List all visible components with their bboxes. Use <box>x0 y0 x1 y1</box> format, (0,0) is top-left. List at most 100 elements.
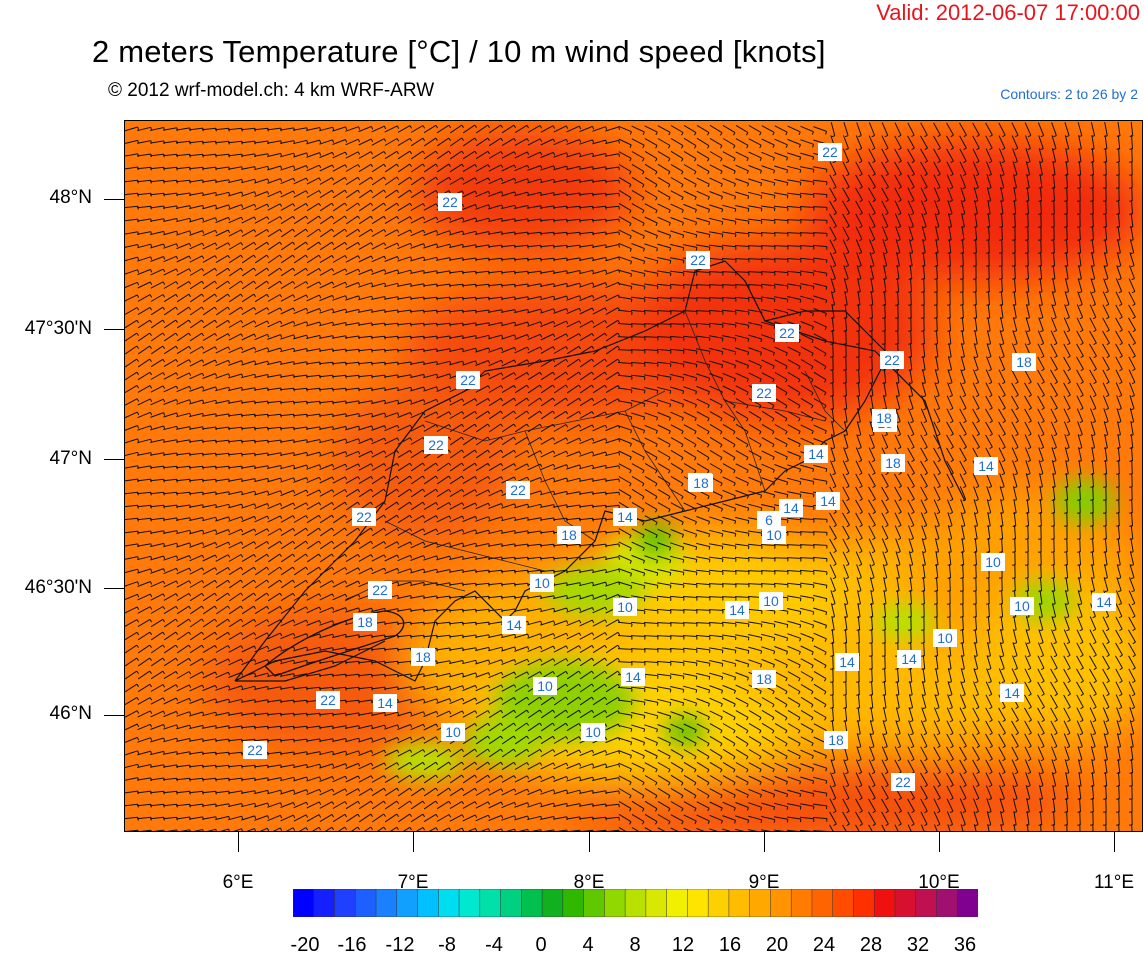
contour-label: 14 <box>506 617 522 633</box>
contour-label: 18 <box>885 455 901 471</box>
contour-label-box <box>411 648 435 666</box>
colorbar-swatch <box>645 889 668 917</box>
colorbar-boxes <box>293 889 978 917</box>
map-canvas: 22 22 22 22 22 22 22 22 22 22 22 22 22 22 18 18 18 18 18 18… <box>125 121 1142 831</box>
contour-label: 22 <box>320 692 336 708</box>
colorbar-label: 36 <box>953 934 977 956</box>
contour-label-box <box>441 723 465 741</box>
lon-label-10e: 10°E <box>918 872 960 893</box>
contour-label-box <box>835 653 859 671</box>
contour-label: 18 <box>357 614 373 630</box>
colorbar-label: 28 <box>859 934 883 956</box>
lon-tick <box>939 832 940 852</box>
contour-label-box <box>880 351 904 369</box>
colorbar-label: 24 <box>812 934 836 956</box>
contour-label: 18 <box>1016 354 1032 370</box>
colorbar-swatch <box>728 889 751 917</box>
contour-label-box <box>506 481 530 499</box>
lat-tick <box>104 715 124 716</box>
colorbar-swatch <box>853 889 875 917</box>
colorbar-swatch <box>770 889 792 917</box>
contour-label: 14 <box>625 669 641 685</box>
lon-tick <box>589 832 590 852</box>
colorbar-label: 8 <box>629 934 641 956</box>
contour-label-box <box>686 251 710 269</box>
contour-label-box <box>824 731 848 749</box>
contour-label-box <box>316 691 340 709</box>
contour-label: 14 <box>1096 594 1112 610</box>
colorbar-label: -4 <box>485 934 503 956</box>
contour-label-box <box>762 526 786 544</box>
contour-label-box <box>816 492 840 510</box>
contour-label: 22 <box>510 482 526 498</box>
colorbar-swatch <box>396 889 419 917</box>
contour-label-box <box>581 723 605 741</box>
contour-label: 22 <box>428 437 444 453</box>
contour-label-box <box>689 474 713 492</box>
contour-label: 22 <box>442 194 458 210</box>
colorbar-label: -16 <box>337 934 367 956</box>
contour-label-box <box>1010 597 1034 615</box>
lon-tick <box>764 832 765 852</box>
contour-label: 10 <box>617 599 633 615</box>
colorbar-label: 0 <box>535 934 547 956</box>
colorbar-swatch <box>438 889 460 917</box>
contour-label: 18 <box>415 649 431 665</box>
contour-label-box <box>933 629 957 647</box>
contour-label-box <box>456 371 480 389</box>
copyright-note: © 2012 wrf-model.ch: 4 km WRF-ARW <box>108 80 435 101</box>
contour-label: 22 <box>247 742 263 758</box>
lake-geneva <box>264 610 405 677</box>
lat-label-4630n: 46°30'N <box>24 577 92 598</box>
contour-label: 22 <box>356 509 372 525</box>
contour-label: 14 <box>820 493 836 509</box>
colorbar-label: 16 <box>718 934 742 956</box>
lat-label-47n: 47°N <box>49 448 92 469</box>
lat-label-48n: 48°N <box>49 187 92 208</box>
contour-label: 14 <box>617 509 633 525</box>
temperature-map: 22 22 22 22 22 22 22 22 22 22 22 22 22 22 18 18 18 18 18 18… <box>124 120 1143 832</box>
colorbar-swatch <box>873 889 896 917</box>
wind-barbs <box>125 121 1136 831</box>
lon-label-8e: 8°E <box>573 872 605 893</box>
map-title: 2 meters Temperature [°C] / 10 m wind sp… <box>92 34 826 69</box>
contour-label-box <box>1012 353 1036 371</box>
contour-info: Contours: 2 to 26 by 2 <box>1000 86 1138 102</box>
contour-label-box <box>891 773 915 791</box>
colorbar-swatch <box>500 889 523 917</box>
contour-label: 10 <box>766 527 782 543</box>
lat-tick <box>104 459 124 460</box>
contour-label: 22 <box>779 325 795 341</box>
lon-label-6e: 6°E <box>222 872 254 893</box>
contour-label-box <box>981 553 1005 571</box>
contour-label: 10 <box>763 593 779 609</box>
contour-label: 18 <box>876 410 892 426</box>
colorbar-swatch <box>355 889 377 917</box>
contour-label-box <box>502 616 526 634</box>
contour-label: 22 <box>822 144 838 160</box>
contour-label: 18 <box>756 671 772 687</box>
contour-label-box <box>752 384 776 402</box>
lon-tick <box>238 832 239 852</box>
valid-time: Valid: 2012-06-07 17:00:00 <box>876 0 1140 25</box>
contour-label: 6 <box>765 512 773 528</box>
contour-label: 10 <box>985 554 1001 570</box>
contour-label: 14 <box>808 446 824 462</box>
contour-label: 22 <box>690 252 706 268</box>
contour-label-box <box>368 581 392 599</box>
contour-label-box <box>557 526 581 544</box>
contour-label-box <box>804 445 828 463</box>
contour-label-box <box>897 650 921 668</box>
contour-label-box <box>1092 593 1116 611</box>
contour-label-box <box>613 598 637 616</box>
contour-label-box <box>533 677 557 695</box>
contour-label-box <box>974 457 998 475</box>
contour-labels: 22 22 22 22 22 22 22 22 22 22 22 22 22 22 18 18 18 18 18 18… <box>243 143 1116 791</box>
lat-label-4730n: 47°30'N <box>24 318 92 339</box>
lon-label-7e: 7°E <box>397 872 429 893</box>
colorbar-swatch <box>334 889 357 917</box>
lon-label-11e: 11°E <box>1094 872 1134 893</box>
lat-label-46n: 46°N <box>49 703 92 724</box>
contour-label: 10 <box>537 678 553 694</box>
colorbar <box>293 889 978 917</box>
